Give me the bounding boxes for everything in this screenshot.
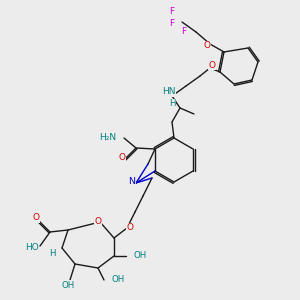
Text: O: O [94,217,101,226]
Text: N: N [128,178,136,187]
Text: OH: OH [111,275,124,284]
Text: O: O [208,61,215,70]
Text: OH: OH [134,251,147,260]
Text: F: F [182,28,187,37]
Text: O: O [127,224,134,232]
Text: H: H [49,250,55,259]
Text: HO: HO [25,242,39,251]
Text: OH: OH [61,280,75,290]
Text: H₂N: H₂N [99,134,116,142]
Text: O: O [118,154,125,163]
Text: F: F [169,8,175,16]
Text: HN: HN [162,88,176,97]
Text: O: O [203,41,211,50]
Text: O: O [32,214,40,223]
Text: H: H [169,100,175,109]
Text: F: F [169,20,175,28]
